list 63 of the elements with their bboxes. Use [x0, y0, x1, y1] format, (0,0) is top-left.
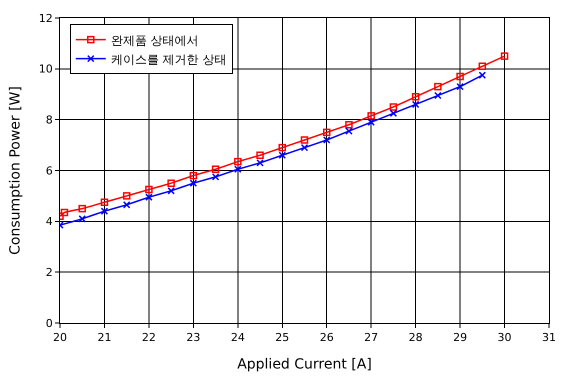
point: [145, 186, 153, 194]
point: [478, 62, 486, 70]
legend-label: 케이스를 제거한 상태: [110, 52, 226, 66]
y-tick-label: 0: [46, 316, 53, 330]
legend-label: 완제품 상태에서: [110, 33, 199, 48]
point: [500, 52, 508, 60]
point: [167, 187, 175, 195]
point: [456, 82, 464, 90]
point: [78, 204, 86, 212]
point: [434, 82, 442, 90]
point: [78, 215, 86, 223]
point: [390, 110, 398, 118]
point: [322, 136, 330, 144]
x-tick-label: 25: [275, 331, 290, 344]
point: [345, 121, 353, 128]
point: [190, 179, 198, 187]
x-tick-label: 20: [53, 331, 67, 344]
x-tick-label: 23: [186, 331, 200, 344]
y-axis-title: Consumption Power [W]: [7, 86, 24, 255]
point: [190, 172, 198, 180]
point: [100, 198, 108, 206]
point: [122, 201, 130, 209]
y-tick-label: 8: [46, 114, 53, 127]
point: [212, 173, 220, 181]
point: [122, 192, 130, 200]
y-tick-label: 10: [38, 62, 53, 76]
y-tick-label: 12: [38, 12, 53, 25]
point: [345, 127, 353, 135]
point: [167, 179, 175, 187]
point: [278, 152, 286, 159]
point: [100, 207, 108, 215]
point: [390, 103, 398, 111]
point: [145, 193, 153, 201]
x-axis-title: Applied Current [A]: [237, 356, 372, 372]
point: [278, 144, 286, 152]
point: [412, 100, 420, 108]
point: [256, 159, 264, 167]
x-tick-label: 21: [97, 331, 112, 344]
point: [60, 208, 68, 216]
x-tick-label: 22: [142, 331, 156, 344]
x-tick-label: 27: [364, 331, 378, 344]
point: [234, 165, 242, 173]
x-tick-label: 29: [453, 331, 468, 344]
point: [367, 112, 375, 120]
point: [478, 71, 486, 79]
point: [322, 128, 330, 136]
point: [434, 92, 442, 100]
x-tick-label: 26: [320, 331, 334, 344]
x-tick-label: 28: [408, 331, 423, 344]
point: [300, 144, 308, 152]
x-tick-label: 24: [230, 331, 245, 344]
point: [412, 93, 420, 101]
y-tick-label: 4: [46, 215, 53, 228]
point: [256, 152, 264, 159]
point: [212, 165, 220, 173]
y-tick-label: 2: [46, 266, 53, 280]
point: [367, 118, 375, 126]
x-tick-label: 31: [542, 331, 556, 344]
point: [300, 136, 308, 144]
y-tick-label: 6: [46, 164, 53, 178]
point: [234, 158, 242, 166]
point: [456, 72, 464, 80]
x-tick-label: 30: [498, 331, 512, 344]
